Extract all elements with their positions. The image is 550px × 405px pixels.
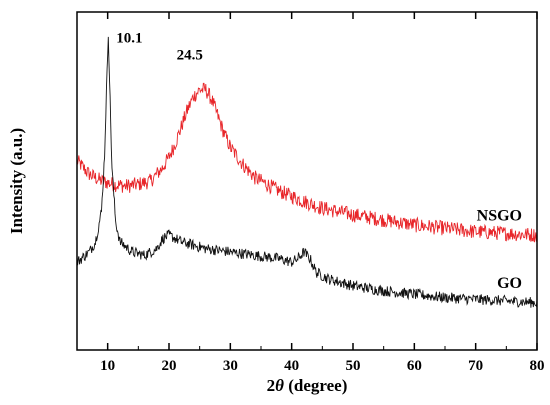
curves <box>76 36 538 308</box>
x-axis-label-rest: (degree) <box>284 376 347 395</box>
series-line-go <box>76 36 538 308</box>
plot-frame <box>76 11 538 351</box>
series-label-go: GO <box>497 275 522 292</box>
x-axis-label-theta: θ <box>275 376 284 395</box>
series-label-nsgo: NSGO <box>477 207 522 224</box>
x-tick-label: 60 <box>407 358 422 374</box>
x-axis-ticks: 10 20 30 40 50 60 70 80 <box>100 12 545 374</box>
peak-label: 24.5 <box>177 48 203 64</box>
y-axis-label: Intensity (a.u.) <box>7 128 26 234</box>
x-axis-label: 2θ (degree) <box>267 376 348 395</box>
peak-label: 10.1 <box>116 30 142 46</box>
peak-annotations: 10.1 24.5 <box>116 30 203 63</box>
x-tick-label: 30 <box>223 358 238 374</box>
x-tick-label: 20 <box>162 358 177 374</box>
x-tick-label: 40 <box>284 358 299 374</box>
series-labels: NSGO GO <box>477 207 522 292</box>
x-tick-label: 10 <box>100 358 115 374</box>
plot-area <box>76 11 538 351</box>
x-tick-label: 80 <box>530 358 545 374</box>
x-tick-label: 70 <box>468 358 483 374</box>
series-line-nsgo <box>76 82 538 243</box>
x-axis-label-symbol: 2 <box>267 376 276 395</box>
x-tick-label: 50 <box>346 358 361 374</box>
